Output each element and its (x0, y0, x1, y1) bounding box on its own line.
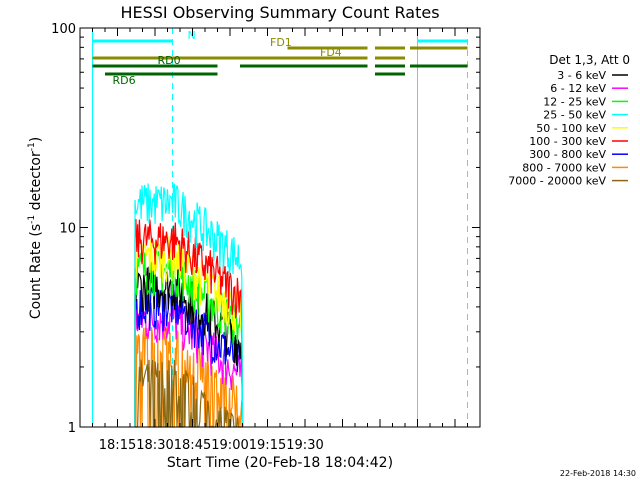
legend-entry-label: 300 - 800 keV (529, 148, 606, 161)
flag-label: RD0 (158, 54, 181, 67)
legend-entry-label: 6 - 12 keV (550, 82, 606, 95)
x-axis-ticks: 18:15 18:30 18:45 19:00 19:15 19:30 (79, 28, 481, 453)
legend-header: Det 1,3, Att 0 (549, 53, 630, 67)
y-tick-label: 100 (51, 22, 76, 37)
series-path (134, 219, 244, 428)
flag-label: FD4 (320, 46, 342, 59)
legend-entry-label: 12 - 25 keV (543, 95, 606, 108)
y-tick-label: 10 (59, 222, 76, 237)
plot-area: N FD1 FD4 RD0 RD6 (92, 28, 468, 428)
legend-entry-label: 50 - 100 keV (536, 122, 606, 135)
y-axis-label: Count Rate (s-1 detector-1) (27, 137, 44, 319)
x-tick-label: 19:30 (286, 438, 323, 453)
series-path (134, 183, 244, 428)
y-label-sup2: -1 (27, 142, 37, 151)
y-tick-label: 1 (68, 421, 76, 436)
flag-label: N (188, 29, 196, 42)
x-tick-label: 18:45 (174, 438, 211, 453)
series-trace (134, 236, 244, 428)
footer-timestamp: 22-Feb-2018 14:30 (560, 469, 636, 478)
flag-label: FD1 (270, 36, 292, 49)
chart-title: HESSI Observing Summary Count Rates (120, 3, 439, 22)
legend-entry-label: 3 - 6 keV (557, 69, 606, 82)
legend-entry-label: 25 - 50 keV (543, 109, 606, 122)
series-path (134, 236, 244, 428)
y-label-mid: detector (28, 151, 44, 215)
y-axis-ticks: 1 10 100 (51, 22, 480, 436)
series-trace (134, 183, 244, 428)
series-trace (134, 219, 244, 428)
x-tick-label: 18:30 (136, 438, 173, 453)
x-axis-label: Start Time (20-Feb-18 18:04:42) (167, 455, 393, 471)
x-tick-label: 19:00 (211, 438, 248, 453)
flag-label: RD6 (113, 74, 136, 87)
series-trace (135, 359, 243, 428)
y-label-end: ) (28, 137, 44, 142)
legend-entry-label: 7000 - 20000 keV (508, 175, 606, 188)
legend-entry-label: 100 - 300 keV (529, 135, 606, 148)
legend-entry-label: 800 - 7000 keV (522, 161, 606, 174)
y-label-sup1: -1 (27, 215, 37, 224)
x-tick-label: 19:15 (249, 438, 286, 453)
series-path (135, 359, 243, 428)
x-tick-label: 18:15 (99, 438, 136, 453)
y-label-main: Count Rate (s (28, 224, 44, 319)
